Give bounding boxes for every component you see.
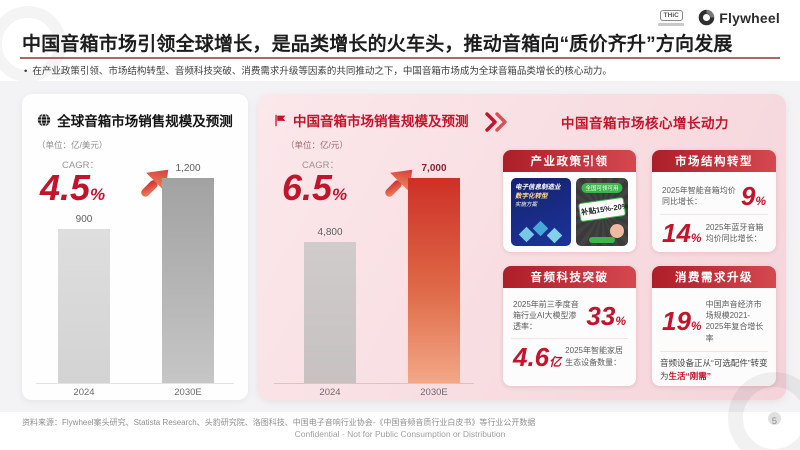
thic-logo: THiC <box>658 9 685 26</box>
global-bar-2024: 900 <box>58 214 110 383</box>
china-bar-2030-rect <box>408 178 460 383</box>
china-bar-2024-rect <box>304 242 356 383</box>
subsidy-coupon-image: 全国可领可用 补贴15%-20% <box>576 178 628 246</box>
stat-value: 33% <box>586 300 626 331</box>
china-bar-2030-value: 7,000 <box>421 163 447 174</box>
demand-note-highlight: 生活“刚需” <box>668 370 712 381</box>
china-tick-2030: 2030E <box>420 387 448 398</box>
page-title: 中国音箱市场引领全球增长，是品类增长的火车头，推动音箱向“质价齐升”方向发展 <box>22 34 733 55</box>
thic-logo-subtext <box>658 22 685 26</box>
global-chart-title: 全球音箱市场销售规模及预测 <box>57 114 233 129</box>
stat-bluetooth-speaker-price: 14% 2025年蓝牙音箱均价同比增长： <box>660 214 768 251</box>
global-bar-2030-value: 1,200 <box>175 163 201 174</box>
global-bar-2030: 1,200 <box>162 163 214 383</box>
global-tick-2024: 2024 <box>73 387 95 398</box>
policy-doc-line1: 电子信息制造业 <box>515 184 561 191</box>
china-cagr-label: CAGR： <box>302 160 339 171</box>
china-bar-2024: 4,800 <box>304 227 356 383</box>
coupon-main-label: 补贴15%-20% <box>577 196 628 223</box>
isometric-cube-decoration <box>518 226 535 243</box>
china-x-axis <box>274 383 474 384</box>
china-bar-2030: 7,000 <box>408 163 460 383</box>
subtitle-bullet: 在产业政策引领、市场结构转型、音频科技突破、消费需求升级等因素的共同推动之下，中… <box>24 63 776 77</box>
source-note: 资料来源：Flywheel案头研究、Statista Research、头豹研究… <box>22 418 536 427</box>
demand-note: 音频设备正从“可选配件”转变为生活“刚需” <box>660 350 768 383</box>
growth-arrow-icon <box>374 158 424 208</box>
global-bar-2024-value: 900 <box>75 214 93 225</box>
title-divider <box>20 57 780 59</box>
driver-card-demand-body: 19% 中国声音经济市场规模2021-2025年复合增长率 音频设备正从“可选配… <box>652 288 776 386</box>
thic-logo-label: THiC <box>659 9 683 21</box>
coupon-tag-label: 全国可领可用 <box>581 183 623 193</box>
confidential-note: Confidential - Not for Public Consumptio… <box>294 429 506 439</box>
policy-document-image: 电子信息制造业 数字化转型 实施方案 <box>511 178 571 246</box>
isometric-cube-decoration <box>546 227 563 244</box>
brand-logos: THiC Flywheel <box>658 9 780 26</box>
driver-card-market-body: 2025年智能音箱均价同比增长： 9% 14% 2025年蓝牙音箱均价同比增长： <box>652 172 776 252</box>
chevrons-right-icon <box>484 112 510 137</box>
stat-label: 中国声音经济市场规模2021-2025年复合增长率 <box>705 300 764 343</box>
driver-card-market-title: 市场结构转型 <box>652 150 776 172</box>
stat-label: 2025年前三季度音箱行业AI大模型渗透率： <box>513 300 579 332</box>
stat-smart-home-devices: 4.6亿 2025年智能家居生态设备数量： <box>511 337 628 375</box>
driver-card-policy-body: 电子信息制造业 数字化转型 实施方案 全国可领可用 补贴15%-20% <box>503 172 636 252</box>
driver-card-tech: 音频科技突破 2025年前三季度音箱行业AI大模型渗透率： 33% 4.6亿 2… <box>503 266 636 386</box>
stat-value: 4.6亿 <box>513 341 562 372</box>
china-tick-2024: 2024 <box>319 387 341 398</box>
driver-card-tech-title: 音频科技突破 <box>503 266 636 288</box>
global-cagr-label: CAGR： <box>62 160 99 171</box>
stat-value: 19% <box>662 306 702 337</box>
global-bar-2024-rect <box>58 229 110 383</box>
hand-illustration <box>610 224 624 238</box>
global-market-chart-card: 全球音箱市场销售规模及预测 （单位：亿/美元） CAGR： 4.5% 900 <box>22 94 248 400</box>
china-market-panel: 中国音箱市场销售规模及预测 （单位：亿/元） CAGR： 6.5% 4,800 <box>258 94 786 400</box>
china-bar-2024-value: 4,800 <box>317 227 343 238</box>
drivers-section-title: 中国音箱市场核心增长动力 <box>561 116 729 131</box>
driver-card-market: 市场结构转型 2025年智能音箱均价同比增长： 9% 14% 2025年蓝牙音箱… <box>652 150 776 252</box>
globe-icon <box>38 113 51 127</box>
flywheel-logo: Flywheel <box>698 9 780 26</box>
global-bar-2030-rect <box>162 178 214 383</box>
stat-label: 2025年蓝牙音箱均价同比增长： <box>705 222 764 243</box>
china-chart-title: 中国音箱市场销售规模及预测 <box>293 114 469 129</box>
flywheel-logo-label: Flywheel <box>719 9 780 26</box>
policy-doc-line2: 数字化转型 <box>515 193 548 201</box>
china-cagr-value: 6.5% <box>282 167 348 208</box>
stat-label: 2025年智能音箱均价同比增长： <box>662 185 736 206</box>
stat-smart-speaker-price: 2025年智能音箱均价同比增长： 9% <box>660 178 768 214</box>
page-number: 5 <box>771 416 777 427</box>
driver-card-tech-body: 2025年前三季度音箱行业AI大模型渗透率： 33% 4.6亿 2025年智能家… <box>503 288 636 386</box>
coupon-button-shape <box>589 237 615 243</box>
stat-label: 2025年智能家居生态设备数量： <box>565 346 623 367</box>
policy-doc-line3: 实施方案 <box>515 201 538 208</box>
isometric-cube-decoration <box>532 220 549 237</box>
global-chart-title-row: 全球音箱市场销售规模及预测 <box>22 110 248 130</box>
china-chart-title-row: 中国音箱市场销售规模及预测 <box>274 110 469 130</box>
driver-card-demand-title: 消费需求升级 <box>652 266 776 288</box>
demand-note-text: 音频设备正从“可选配件”转变为 <box>660 357 768 381</box>
global-cagr-value: 4.5% <box>40 167 106 208</box>
china-chart-unit: （单位：亿/元） <box>286 140 348 150</box>
stat-ai-model-penetration: 2025年前三季度音箱行业AI大模型渗透率： 33% <box>511 294 628 338</box>
global-tick-2030: 2030E <box>174 387 202 398</box>
flag-icon <box>275 114 286 126</box>
stat-value: 9% <box>740 181 766 211</box>
global-x-axis <box>36 383 234 384</box>
stat-sound-economy-cagr: 19% 中国声音经济市场规模2021-2025年复合增长率 <box>660 294 768 349</box>
flywheel-ring-icon <box>698 9 716 26</box>
driver-card-policy: 产业政策引领 电子信息制造业 数字化转型 实施方案 全国可领可用 补贴15%-2… <box>503 150 636 252</box>
driver-card-policy-title: 产业政策引领 <box>503 150 636 172</box>
stat-value: 14% <box>662 218 702 248</box>
driver-card-demand: 消费需求升级 19% 中国声音经济市场规模2021-2025年复合增长率 音频设… <box>652 266 776 386</box>
global-chart-unit: （单位：亿/美元） <box>37 140 108 150</box>
